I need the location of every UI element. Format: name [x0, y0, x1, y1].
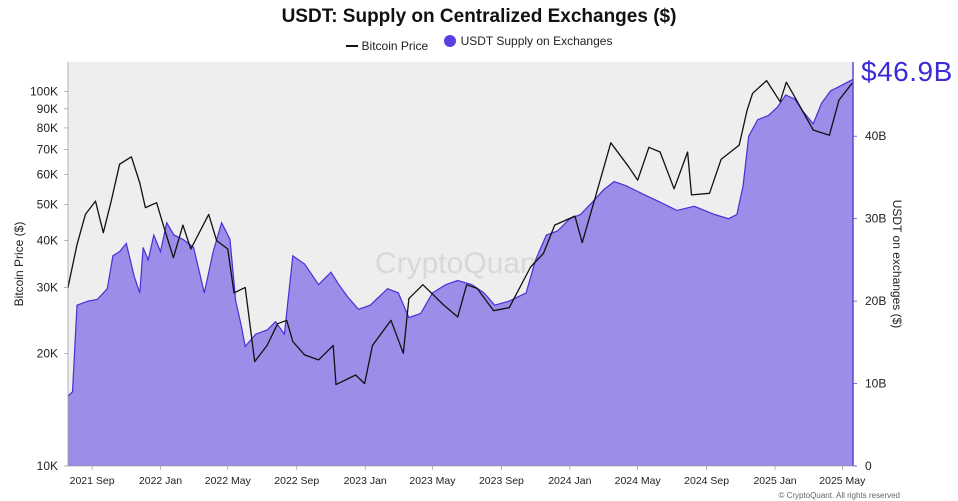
x-tick-label: 2025 May — [819, 475, 866, 487]
x-tick-label: 2024 May — [615, 475, 662, 487]
x-tick-label: 2023 Jan — [344, 475, 387, 487]
left-axis-title: Bitcoin Price ($) — [12, 222, 26, 307]
line-swatch-icon — [345, 45, 358, 47]
left-tick-label: 30K — [37, 280, 58, 294]
x-tick-label: 2022 Sep — [274, 475, 319, 487]
current-supply-callout: $46.9B — [861, 56, 953, 87]
left-tick-label: 100K — [30, 85, 58, 99]
left-tick-label: 80K — [37, 121, 58, 135]
x-axis-ticks: 2021 Sep 2022 Jan 2022 May 2022 Sep 2023 Jan… — [70, 466, 866, 487]
left-axis-ticks: 10K 20K 30K 40K 50K 60K 70K 80K 90K 100K — [30, 85, 68, 473]
watermark: CryptoQuant — [375, 247, 546, 280]
legend-item-price[interactable]: Bitcoin Price — [345, 39, 429, 53]
dot-swatch-icon — [443, 35, 456, 47]
supply-area — [68, 79, 853, 467]
legend-label-supply: USDT Supply on Exchanges — [460, 34, 613, 48]
right-tick-label: 0 — [865, 459, 872, 473]
left-tick-label: 20K — [37, 346, 58, 360]
left-tick-label: 60K — [37, 168, 58, 182]
x-tick-label: 2024 Jan — [548, 475, 591, 487]
x-tick-label: 2022 Jan — [139, 475, 182, 487]
left-tick-label: 10K — [37, 459, 58, 473]
right-axis-title: USDT on exchanges ($) — [890, 200, 904, 329]
x-tick-label: 2023 May — [409, 475, 456, 487]
supply-line — [67, 78, 854, 397]
right-tick-label: 40B — [865, 129, 886, 143]
price-line — [67, 79, 854, 386]
x-tick-label: 2024 Sep — [684, 475, 729, 487]
legend-item-supply[interactable]: USDT Supply on Exchanges — [443, 34, 613, 48]
x-tick-label: 2023 Sep — [479, 475, 524, 487]
legend: Bitcoin Price USDT Supply on Exchanges — [0, 34, 958, 53]
x-tick-label: 2021 Sep — [70, 475, 115, 487]
left-tick-label: 50K — [37, 197, 58, 211]
right-tick-label: 10B — [865, 377, 886, 391]
x-tick-label: 2025 Jan — [753, 475, 796, 487]
left-tick-label: 40K — [37, 234, 58, 248]
legend-label-price: Bitcoin Price — [361, 39, 429, 53]
left-tick-label: 70K — [37, 143, 58, 157]
right-tick-label: 20B — [865, 294, 886, 308]
chart-title: USDT: Supply on Centralized Exchanges ($… — [281, 6, 677, 27]
copyright-footer: © CryptoQuant. All rights reserved — [778, 491, 901, 500]
right-axis-ticks: 0 10B 20B 30B 40B — [853, 129, 886, 473]
x-tick-label: 2022 May — [205, 475, 252, 487]
left-tick-label: 90K — [37, 102, 58, 116]
right-tick-label: 30B — [865, 212, 886, 226]
